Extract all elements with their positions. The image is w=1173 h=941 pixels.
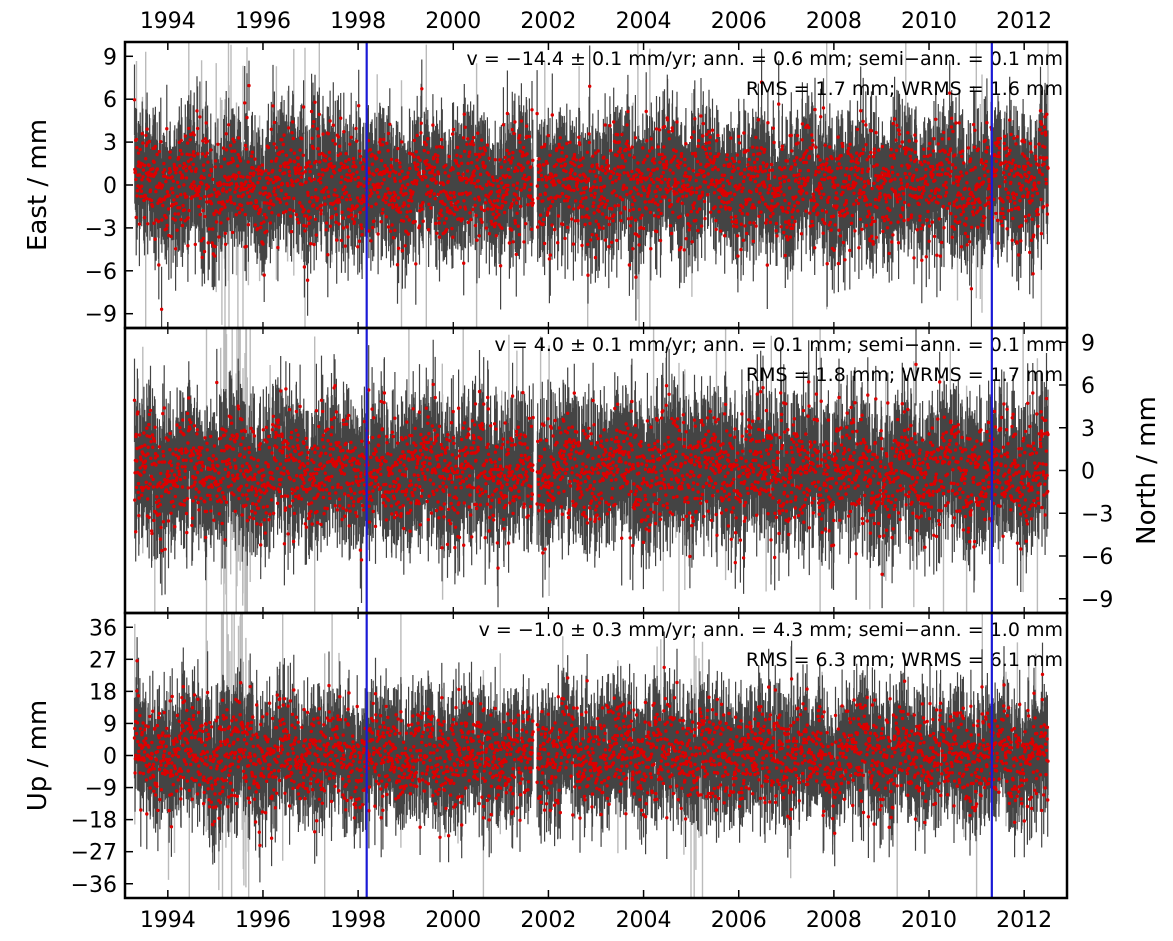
x-tick-label-bottom: 2002	[520, 908, 576, 933]
east-ytick-label: −6	[85, 260, 117, 285]
x-tick-label-top: 1996	[235, 9, 291, 34]
north-plot-area	[132, 328, 1050, 613]
up-ytick-label: −18	[71, 809, 117, 834]
north-ytick-label: 9	[1081, 331, 1095, 356]
up-ytick: −18	[71, 809, 133, 834]
up-annotation-rms: RMS = 6.3 mm; WRMS = 6.1 mm	[746, 649, 1063, 671]
east-ytick-label: 3	[103, 131, 117, 156]
x-tick-label-bottom: 1998	[330, 908, 386, 933]
east-annotation-velocity: v = −14.4 ± 0.1 mm/yr; ann. = 0.6 mm; se…	[467, 48, 1063, 70]
x-tick-label-bottom: 2000	[425, 908, 481, 933]
north-data-points	[132, 362, 1050, 576]
east-ytick: −3	[85, 217, 133, 242]
east-plot-area	[132, 42, 1050, 328]
east-ytick: 3	[103, 131, 133, 156]
north-ytick: −3	[1059, 502, 1113, 527]
north-ytick-label: −3	[1081, 502, 1113, 527]
north-ytick: 6	[1059, 374, 1095, 399]
east-annotation-rms: RMS = 1.7 mm; WRMS = 1.6 mm	[746, 78, 1063, 100]
up-ytick: −36	[71, 873, 133, 898]
east-axis-title: East / mm	[23, 119, 53, 251]
up-frame	[123, 611, 1069, 900]
up-ytick-label: −27	[71, 841, 117, 866]
x-tick-label-bottom: 1994	[140, 908, 196, 933]
north-annotation-rms: RMS = 1.8 mm; WRMS = 1.7 mm	[746, 364, 1063, 386]
x-tick-label-bottom: 2010	[901, 908, 957, 933]
east-ytick: 9	[103, 45, 133, 70]
up-axis-title: Up / mm	[23, 700, 53, 811]
x-tick-label-top: 2000	[425, 9, 481, 34]
up-annotation-velocity: v = −1.0 ± 0.3 mm/yr; ann. = 4.3 mm; sem…	[479, 619, 1063, 641]
x-axis-top: 1994 1996 1998 2000 2002 2004 2006 2008 2010 2012	[140, 9, 1052, 50]
up-ytick: −27	[71, 841, 133, 866]
x-tick-label-top: 2002	[520, 9, 576, 34]
panel-north: −9 −6 −3 0 3 6 9 North / mm v = 4.0 ± 0.1 mm/yr;…	[132, 328, 1162, 613]
up-data-points	[132, 659, 1050, 848]
x-tick-label-bottom: 1996	[235, 908, 291, 933]
east-ytick-label: 6	[103, 88, 117, 113]
north-ytick: −6	[1059, 545, 1113, 570]
up-ytick: 36	[89, 616, 133, 641]
up-ytick-label: −36	[71, 873, 117, 898]
x-tick-label-top: 2006	[711, 9, 767, 34]
x-tick-label-top: 2008	[806, 9, 862, 34]
up-ytick-label: 36	[89, 616, 117, 641]
panel-up: −36 −27 −18 −9 0 9 18 27 36 Up / mm v = −1.0 ± 0.3…	[23, 613, 1063, 898]
x-tick-label-top: 1994	[140, 9, 196, 34]
north-annotation-velocity: v = 4.0 ± 0.1 mm/yr; ann. = 0.1 mm; semi…	[495, 334, 1063, 356]
panel-east: −9 −6 −3 0 3 6 9 East / mm v = −14.4 ± 0.1 mm/yr…	[23, 42, 1063, 328]
up-plot-area	[132, 613, 1050, 898]
x-tick-label-top: 2010	[901, 9, 957, 34]
north-ytick-label: 6	[1081, 374, 1095, 399]
east-ytick: 0	[103, 174, 133, 199]
x-axis-bottom: 1994 1996 1998 2000 2002 2004 2006 2008 2010 2012	[140, 322, 1052, 933]
east-ytick-label: −3	[85, 217, 117, 242]
north-ytick: 9	[1059, 331, 1095, 356]
east-ytick-label: −9	[85, 303, 117, 328]
up-ytick: 9	[103, 712, 133, 737]
up-ytick-label: −9	[85, 777, 117, 802]
east-ytick: 6	[103, 88, 133, 113]
up-ytick-label: 0	[103, 745, 117, 770]
north-ytick-label: −9	[1081, 588, 1113, 613]
x-tick-label-top: 1998	[330, 9, 386, 34]
x-tick-label-bottom: 2008	[806, 908, 862, 933]
north-ytick: 0	[1059, 460, 1095, 485]
up-ytick: 0	[103, 745, 133, 770]
up-ytick-label: 27	[89, 648, 117, 673]
event-lines	[365, 42, 993, 898]
up-ytick-label: 9	[103, 712, 117, 737]
x-tick-label-bottom: 2006	[711, 908, 767, 933]
up-ytick-label: 18	[89, 680, 117, 705]
x-tick-label-top: 2004	[616, 9, 672, 34]
north-axis-title: North / mm	[1132, 396, 1162, 545]
north-ytick: 3	[1059, 417, 1095, 442]
east-ytick-label: 9	[103, 45, 117, 70]
panel-frames	[123, 40, 1069, 900]
x-tick-label-bottom: 2012	[996, 908, 1052, 933]
east-data-points	[132, 80, 1050, 311]
north-ytick: −9	[1059, 588, 1113, 613]
x-tick-label-top: 2012	[996, 9, 1052, 34]
north-ytick-label: 3	[1081, 417, 1095, 442]
east-ytick-label: 0	[103, 174, 117, 199]
up-ytick: 18	[89, 680, 133, 705]
east-ytick: −9	[85, 303, 133, 328]
up-ytick: −9	[85, 777, 133, 802]
north-ytick-label: 0	[1081, 460, 1095, 485]
up-ytick: 27	[89, 648, 133, 673]
north-ytick-label: −6	[1081, 545, 1113, 570]
x-tick-label-bottom: 2004	[616, 908, 672, 933]
east-ytick: −6	[85, 260, 133, 285]
